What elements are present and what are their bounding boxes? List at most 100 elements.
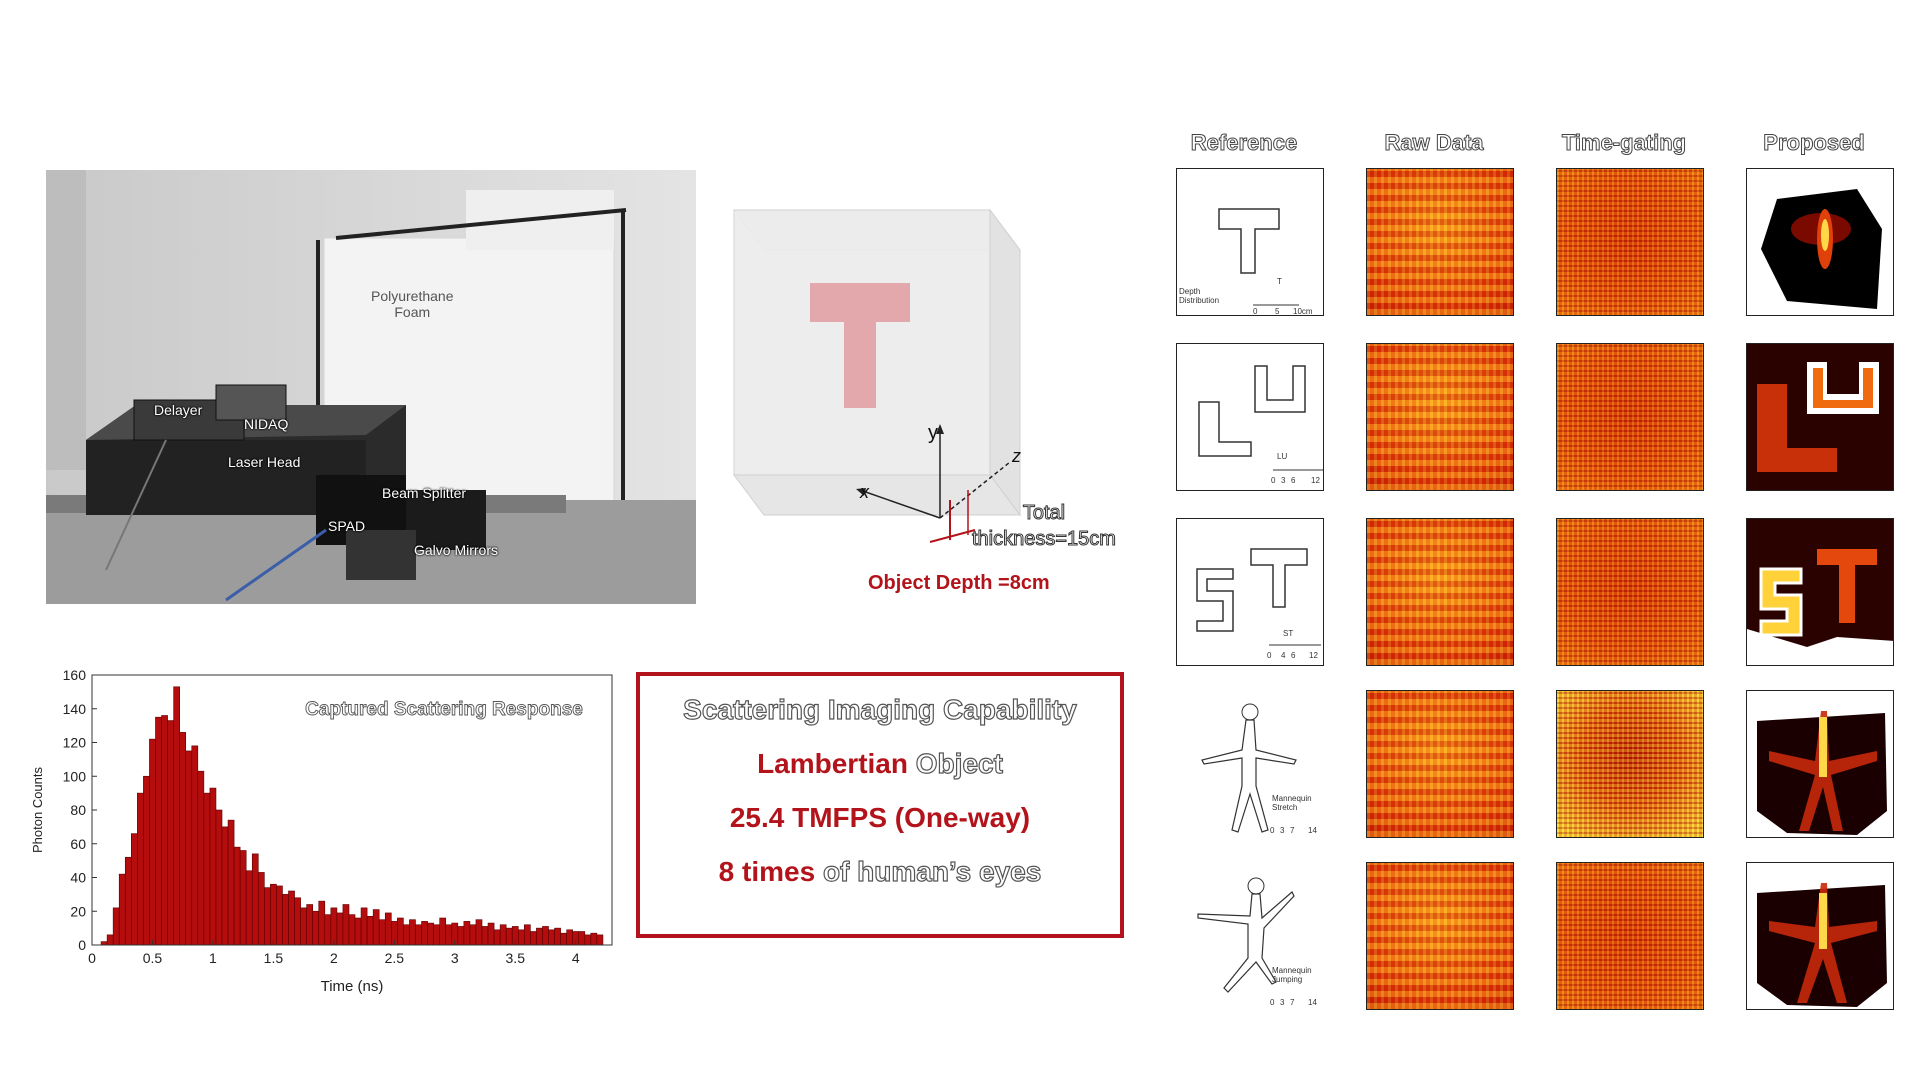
x-tick-label: 0 bbox=[88, 950, 96, 966]
header-reference: Reference bbox=[1190, 130, 1298, 156]
reference-stretch-label: Mannequin Stretch bbox=[1272, 794, 1312, 812]
capability-title: Scattering Imaging Capability bbox=[683, 693, 1078, 725]
reference-lu-mark-1: 3 bbox=[1281, 476, 1286, 485]
lambertian-text: Lambertian bbox=[757, 748, 908, 779]
y-axis-label: y bbox=[928, 422, 938, 444]
histogram-bar bbox=[209, 787, 217, 946]
proposed-t-recon bbox=[1747, 169, 1893, 315]
histogram-bar bbox=[493, 929, 501, 946]
histogram-bar bbox=[530, 931, 537, 946]
histogram-bar bbox=[397, 917, 404, 946]
eight-times-text: 8 times bbox=[718, 856, 816, 887]
histogram-bar bbox=[336, 912, 344, 946]
histogram-bar bbox=[215, 809, 223, 946]
reference-stretch-mark-1: 3 bbox=[1280, 826, 1285, 835]
reference-st-mark-3: 12 bbox=[1309, 651, 1318, 660]
histogram-bar bbox=[124, 856, 132, 946]
histogram-bar bbox=[282, 894, 289, 946]
histogram-bar bbox=[524, 924, 531, 946]
capability-line-2: 25.4 TMFPS (One-way) bbox=[729, 802, 1031, 833]
histogram-bar bbox=[324, 914, 332, 946]
proposed-cell-t bbox=[1746, 168, 1894, 316]
reference-t-shape bbox=[1218, 208, 1299, 306]
x-axis-label: x bbox=[860, 482, 869, 502]
proposed-cell-st bbox=[1746, 518, 1894, 666]
z-axis-label: z bbox=[1012, 446, 1021, 466]
delayer-label: Delayer bbox=[154, 402, 203, 418]
histogram-bar bbox=[270, 883, 277, 946]
x-tick-label: 1 bbox=[209, 950, 217, 966]
reference-stretch-mark-3: 14 bbox=[1308, 826, 1317, 835]
histogram-bar bbox=[318, 900, 326, 946]
reference-lu-shape bbox=[1198, 365, 1323, 471]
header-proposed: Proposed bbox=[1763, 130, 1865, 156]
histogram-bar bbox=[433, 924, 440, 946]
reference-st-shape bbox=[1196, 548, 1321, 646]
reference-jumping-mark-0: 0 bbox=[1270, 998, 1275, 1007]
time-gating-cell-stretch bbox=[1556, 690, 1704, 838]
histogram-bar bbox=[106, 934, 114, 946]
x-tick-label: 3 bbox=[451, 950, 459, 966]
spad-label: SPAD bbox=[328, 518, 366, 534]
histogram-bar bbox=[445, 924, 453, 946]
reference-lu-mark-2: 6 bbox=[1291, 476, 1296, 485]
reference-mannequin-stretch bbox=[1201, 703, 1297, 833]
laser-head-label: Laser Head bbox=[228, 454, 301, 470]
x-tick-label: 2 bbox=[330, 950, 338, 966]
histogram-bar bbox=[197, 770, 205, 946]
histogram-bar bbox=[294, 897, 301, 946]
histogram-bar bbox=[384, 912, 392, 946]
y-tick-label: 60 bbox=[70, 836, 86, 852]
x-tick-label: 4 bbox=[572, 950, 580, 966]
y-tick-label: 80 bbox=[70, 802, 86, 818]
time-gating-cell-lu bbox=[1556, 343, 1704, 491]
histogram-bar bbox=[161, 715, 168, 946]
histogram-bar bbox=[137, 792, 144, 946]
proposed-lu-recon bbox=[1747, 344, 1893, 490]
foam-text: Polyurethane Foam bbox=[371, 288, 454, 320]
histogram-bar bbox=[227, 819, 235, 946]
reference-t-label: Depth Distribution bbox=[1179, 287, 1220, 305]
histogram-bar bbox=[421, 921, 428, 946]
histogram-bar bbox=[360, 907, 368, 946]
histogram-bar bbox=[173, 686, 180, 946]
chart-title: Captured Scattering Response bbox=[305, 699, 583, 720]
reference-cell-mannequin-stretch: Mannequin Stretch 0 3 7 14 bbox=[1176, 690, 1324, 838]
histogram-bar bbox=[499, 924, 507, 946]
reference-t-mark-2: 10cm bbox=[1293, 307, 1313, 316]
histogram-bar bbox=[439, 917, 447, 946]
histogram-bar bbox=[342, 904, 350, 946]
reference-jumping-mark-2: 7 bbox=[1290, 998, 1295, 1007]
reference-mannequin-jumping bbox=[1197, 877, 1295, 993]
histogram-bar bbox=[481, 926, 489, 946]
histogram-bar bbox=[560, 932, 567, 946]
proposed-cell-stretch bbox=[1746, 690, 1894, 838]
cube-drawing bbox=[733, 208, 1021, 543]
histogram-bar bbox=[155, 716, 162, 946]
reference-lu-mark-3: 12 bbox=[1311, 476, 1320, 485]
proposed-stretch-recon bbox=[1747, 691, 1893, 837]
histogram-bar bbox=[306, 904, 313, 946]
histogram-bar bbox=[536, 927, 543, 946]
reference-st-mark-1: 4 bbox=[1281, 651, 1286, 660]
x-tick-label: 3.5 bbox=[506, 950, 526, 966]
histogram-bar bbox=[457, 926, 465, 946]
y-tick-label: 140 bbox=[63, 701, 87, 717]
reference-cell-lu: LU 0 3 6 12 bbox=[1176, 343, 1324, 491]
experimental-setup-photo: Polyurethane Foam Delayer NIDAQ Laser He… bbox=[46, 170, 696, 604]
histogram-bar bbox=[517, 929, 525, 946]
time-gating-cell-t bbox=[1556, 168, 1704, 316]
histogram-bar bbox=[403, 924, 410, 946]
histogram-bar bbox=[554, 927, 561, 946]
reference-cell-t: Depth Distribution T 0 5 10cm bbox=[1176, 168, 1324, 316]
histogram-bar bbox=[233, 846, 241, 946]
beam-splitter-label: Beam Splitter bbox=[382, 485, 467, 501]
histogram-bar bbox=[191, 745, 199, 946]
histogram-bar bbox=[179, 732, 187, 946]
histogram-bar bbox=[475, 919, 483, 946]
x-tick-label: 1.5 bbox=[264, 950, 284, 966]
histogram-bar bbox=[239, 850, 247, 946]
proposed-cell-jumping bbox=[1746, 862, 1894, 1010]
histogram-bar bbox=[245, 870, 253, 946]
